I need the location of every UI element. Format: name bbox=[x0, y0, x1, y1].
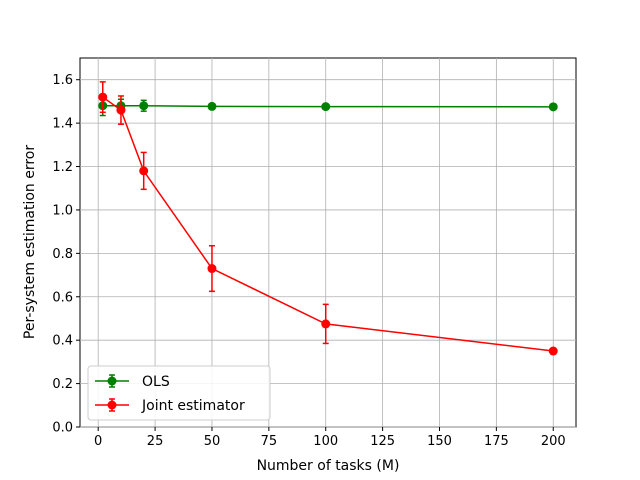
legend-box bbox=[87, 365, 271, 421]
y-tick-label: 0.4 bbox=[52, 334, 73, 349]
legend-marker bbox=[107, 400, 117, 410]
legend-label: OLS bbox=[142, 374, 170, 390]
ticks: 0 25 50 75 100 125 150 175 200 0.0 0.2 0.4 0.6 0.8 1.0… bbox=[52, 73, 565, 449]
series-ols bbox=[98, 95, 558, 117]
legend-item-joint-estimator: Joint estimator bbox=[95, 398, 245, 414]
grid bbox=[80, 58, 576, 428]
y-tick-label: 1.0 bbox=[52, 203, 73, 218]
legend: OLS Joint estimator bbox=[87, 365, 271, 421]
y-axis-label: Per-system estimation error bbox=[22, 145, 38, 339]
y-tick-label: 0.8 bbox=[52, 247, 73, 262]
data-point bbox=[207, 264, 217, 274]
y-tick-label: 1.6 bbox=[52, 73, 73, 88]
series-line-joint-estimator bbox=[102, 96, 554, 352]
data-point bbox=[321, 102, 331, 112]
data-point bbox=[139, 166, 149, 176]
y-tick-label: 1.2 bbox=[52, 160, 73, 175]
x-tick-label: 0 bbox=[94, 434, 102, 449]
legend-label: Joint estimator bbox=[141, 398, 245, 414]
x-tick-label: 100 bbox=[313, 434, 338, 449]
data-point bbox=[321, 319, 331, 329]
data-point bbox=[139, 101, 149, 111]
x-tick-label: 75 bbox=[261, 434, 278, 449]
x-tick-label: 150 bbox=[427, 434, 452, 449]
data-point bbox=[98, 92, 108, 102]
data-point bbox=[116, 105, 126, 115]
y-tick-label: 0.0 bbox=[52, 421, 73, 436]
legend-marker bbox=[107, 376, 117, 386]
x-tick-label: 200 bbox=[541, 434, 566, 449]
x-tick-label: 125 bbox=[370, 434, 395, 449]
y-tick-label: 0.2 bbox=[52, 377, 73, 392]
data-point bbox=[207, 101, 217, 111]
y-tick-label: 1.4 bbox=[52, 117, 73, 132]
data-point bbox=[548, 102, 558, 112]
data-point bbox=[548, 346, 558, 356]
series-joint-estimator bbox=[98, 81, 558, 356]
y-tick-label: 0.6 bbox=[52, 290, 73, 305]
x-axis-label: Number of tasks (M) bbox=[257, 458, 400, 474]
x-tick-label: 25 bbox=[147, 434, 164, 449]
x-tick-label: 175 bbox=[484, 434, 509, 449]
series-layer bbox=[98, 81, 558, 356]
legend-item-ols: OLS bbox=[95, 374, 170, 390]
x-tick-label: 50 bbox=[204, 434, 221, 449]
